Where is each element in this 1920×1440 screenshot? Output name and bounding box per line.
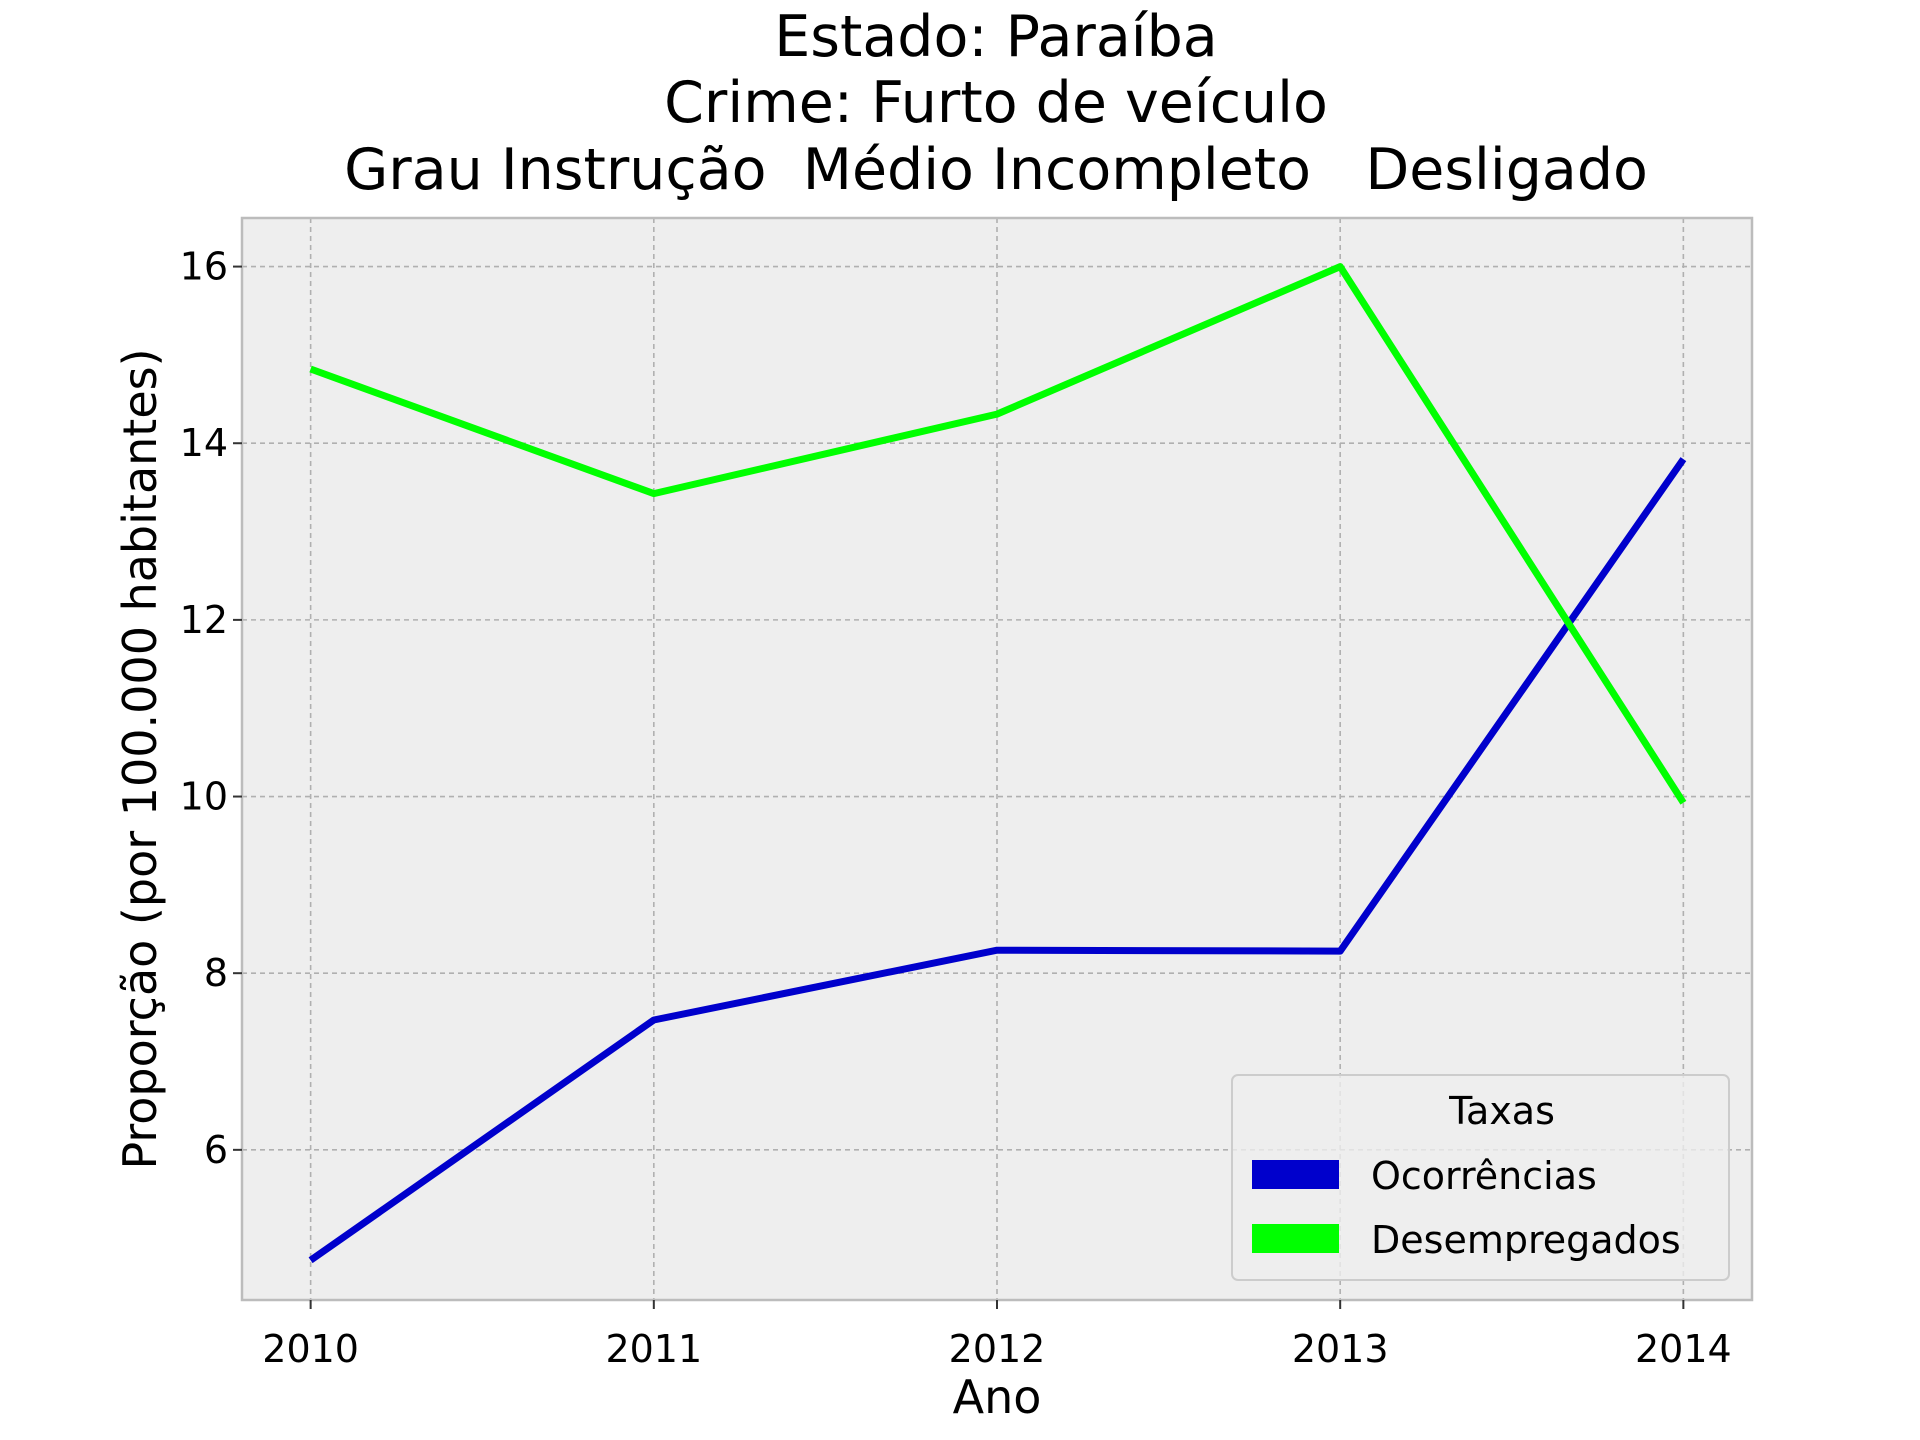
series-line-ocorrências bbox=[308, 457, 1687, 1264]
ticks: 2010 2011 2012 2013 2014 6 8 10 12 14 16 bbox=[180, 245, 1732, 1371]
title-line-2: Crime: Furto de veículo bbox=[664, 70, 1328, 136]
chart-title: Estado: Paraíba Crime: Furto de veículo … bbox=[344, 4, 1648, 203]
y-axis-label: Proporção (por 100.000 habitantes) bbox=[113, 348, 167, 1169]
title-line-3: Grau Instrução Médio Incompleto Desligad… bbox=[344, 137, 1648, 203]
series-line-desempregados bbox=[309, 263, 1687, 805]
title-line-1: Estado: Paraíba bbox=[774, 4, 1217, 70]
legend: Taxas Ocorrências Desempregados bbox=[1231, 1074, 1730, 1281]
x-tick-label: 2013 bbox=[1292, 1327, 1389, 1371]
legend-title: Taxas bbox=[1448, 1089, 1555, 1133]
x-tick-label: 2011 bbox=[605, 1327, 702, 1371]
legend-label-ocorrências: Ocorrências bbox=[1371, 1154, 1597, 1198]
y-tick-label: 16 bbox=[180, 245, 228, 289]
x-tick-label: 2012 bbox=[949, 1327, 1046, 1371]
series-lines bbox=[308, 263, 1687, 1264]
y-tick-label: 14 bbox=[180, 421, 228, 465]
x-tick-label: 2010 bbox=[262, 1327, 359, 1371]
y-tick-label: 10 bbox=[180, 775, 228, 819]
grid bbox=[242, 218, 1752, 1300]
legend-box bbox=[1231, 1074, 1730, 1281]
legend-label-desempregados: Desempregados bbox=[1371, 1218, 1681, 1262]
x-tick-label: 2014 bbox=[1635, 1327, 1732, 1371]
y-tick-label: 6 bbox=[204, 1128, 228, 1172]
legend-swatch-ocorrências bbox=[1252, 1160, 1339, 1189]
legend-swatch-desempregados bbox=[1252, 1224, 1339, 1253]
y-tick-label: 8 bbox=[204, 951, 228, 995]
y-tick-label: 12 bbox=[180, 598, 228, 642]
x-axis-label: Ano bbox=[953, 1370, 1042, 1424]
